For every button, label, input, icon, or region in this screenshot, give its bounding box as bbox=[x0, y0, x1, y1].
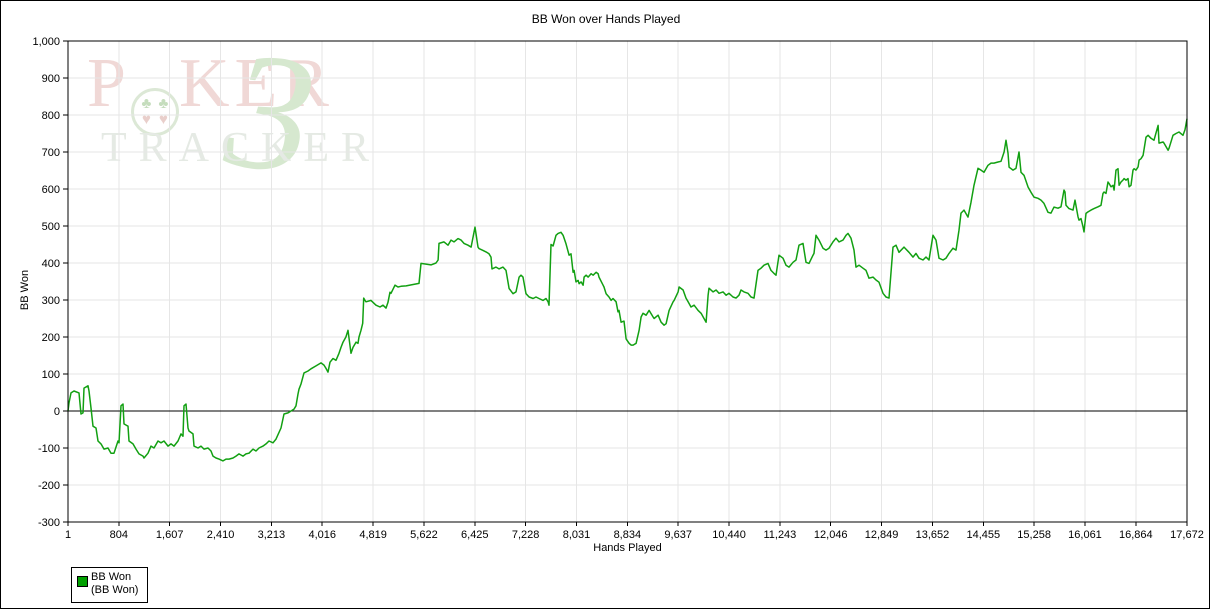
legend-text: BB Won (BB Won) bbox=[91, 571, 138, 597]
x-tick-label: 16,061 bbox=[1068, 529, 1102, 541]
x-tick-label: 7,228 bbox=[512, 529, 540, 541]
watermark-poker-ker: KER bbox=[178, 45, 334, 122]
watermark-tracker: TRACKER bbox=[101, 125, 382, 171]
y-tick-label: 800 bbox=[42, 110, 60, 122]
y-tick-label: 500 bbox=[42, 221, 60, 233]
y-tick-label: 0 bbox=[54, 406, 60, 418]
club-suit-icon: ♣ bbox=[141, 96, 152, 112]
y-tick-label: -100 bbox=[38, 443, 60, 455]
poker-chip-icon: ♣ ♣ ♥ ♥ bbox=[130, 88, 179, 136]
x-tick-label: 2,410 bbox=[207, 529, 235, 541]
x-tick-label: 8,834 bbox=[614, 529, 642, 541]
x-tick-label: 16,864 bbox=[1119, 529, 1153, 541]
legend-series-name: BB Won bbox=[91, 571, 132, 583]
y-tick-label: 600 bbox=[42, 184, 60, 196]
heart-suit-icon: ♥ bbox=[141, 112, 151, 128]
x-tick-label: 6,425 bbox=[461, 529, 489, 541]
plot-border bbox=[67, 40, 1188, 523]
x-tick-label: 3,213 bbox=[258, 529, 286, 541]
x-tick-label: 12,849 bbox=[865, 529, 899, 541]
x-tick-label: 17,672 bbox=[1170, 529, 1204, 541]
y-tick-label: -200 bbox=[38, 480, 60, 492]
x-tick-label: 1 bbox=[65, 529, 71, 541]
y-tick-label: 300 bbox=[42, 295, 60, 307]
x-tick-label: 4,016 bbox=[308, 529, 336, 541]
x-tick-label: 14,455 bbox=[966, 529, 1000, 541]
y-axis-title: BB Won bbox=[19, 269, 31, 311]
x-tick-label: 804 bbox=[110, 529, 128, 541]
x-tick-label: 13,652 bbox=[916, 529, 950, 541]
x-tick-label: 5,622 bbox=[410, 529, 438, 541]
x-axis-title: Hands Played bbox=[593, 542, 662, 554]
club-suit-icon: ♣ bbox=[158, 96, 169, 112]
y-tick-label: 1,000 bbox=[32, 36, 60, 48]
y-tick-label: -300 bbox=[38, 517, 60, 529]
x-tick-label: 8,031 bbox=[563, 529, 591, 541]
x-tick-label: 15,258 bbox=[1017, 529, 1051, 541]
x-tick-label: 11,243 bbox=[763, 529, 796, 541]
legend-series-subname: (BB Won) bbox=[91, 584, 139, 596]
x-tick-label: 4,819 bbox=[359, 529, 387, 541]
x-tick-label: 10,440 bbox=[712, 529, 746, 541]
watermark-poker-p: P bbox=[87, 45, 131, 122]
y-tick-label: 700 bbox=[42, 147, 60, 159]
x-tick-label: 12,046 bbox=[814, 529, 848, 541]
watermark-poker: P ♣ ♣ ♥ ♥ KER bbox=[87, 49, 334, 136]
heart-suit-icon: ♥ bbox=[158, 112, 168, 128]
y-tick-label: 200 bbox=[42, 332, 60, 344]
y-tick-label: 900 bbox=[42, 73, 60, 85]
legend: BB Won (BB Won) bbox=[71, 567, 148, 603]
chart-title: BB Won over Hands Played bbox=[531, 12, 681, 26]
series-line-bb-won bbox=[67, 118, 1188, 462]
x-tick-label: 1,607 bbox=[156, 529, 184, 541]
y-tick-label: 400 bbox=[42, 258, 60, 270]
x-tick-label: 9,637 bbox=[664, 529, 692, 541]
y-tick-label: 100 bbox=[42, 369, 60, 381]
legend-color-swatch bbox=[77, 576, 88, 587]
